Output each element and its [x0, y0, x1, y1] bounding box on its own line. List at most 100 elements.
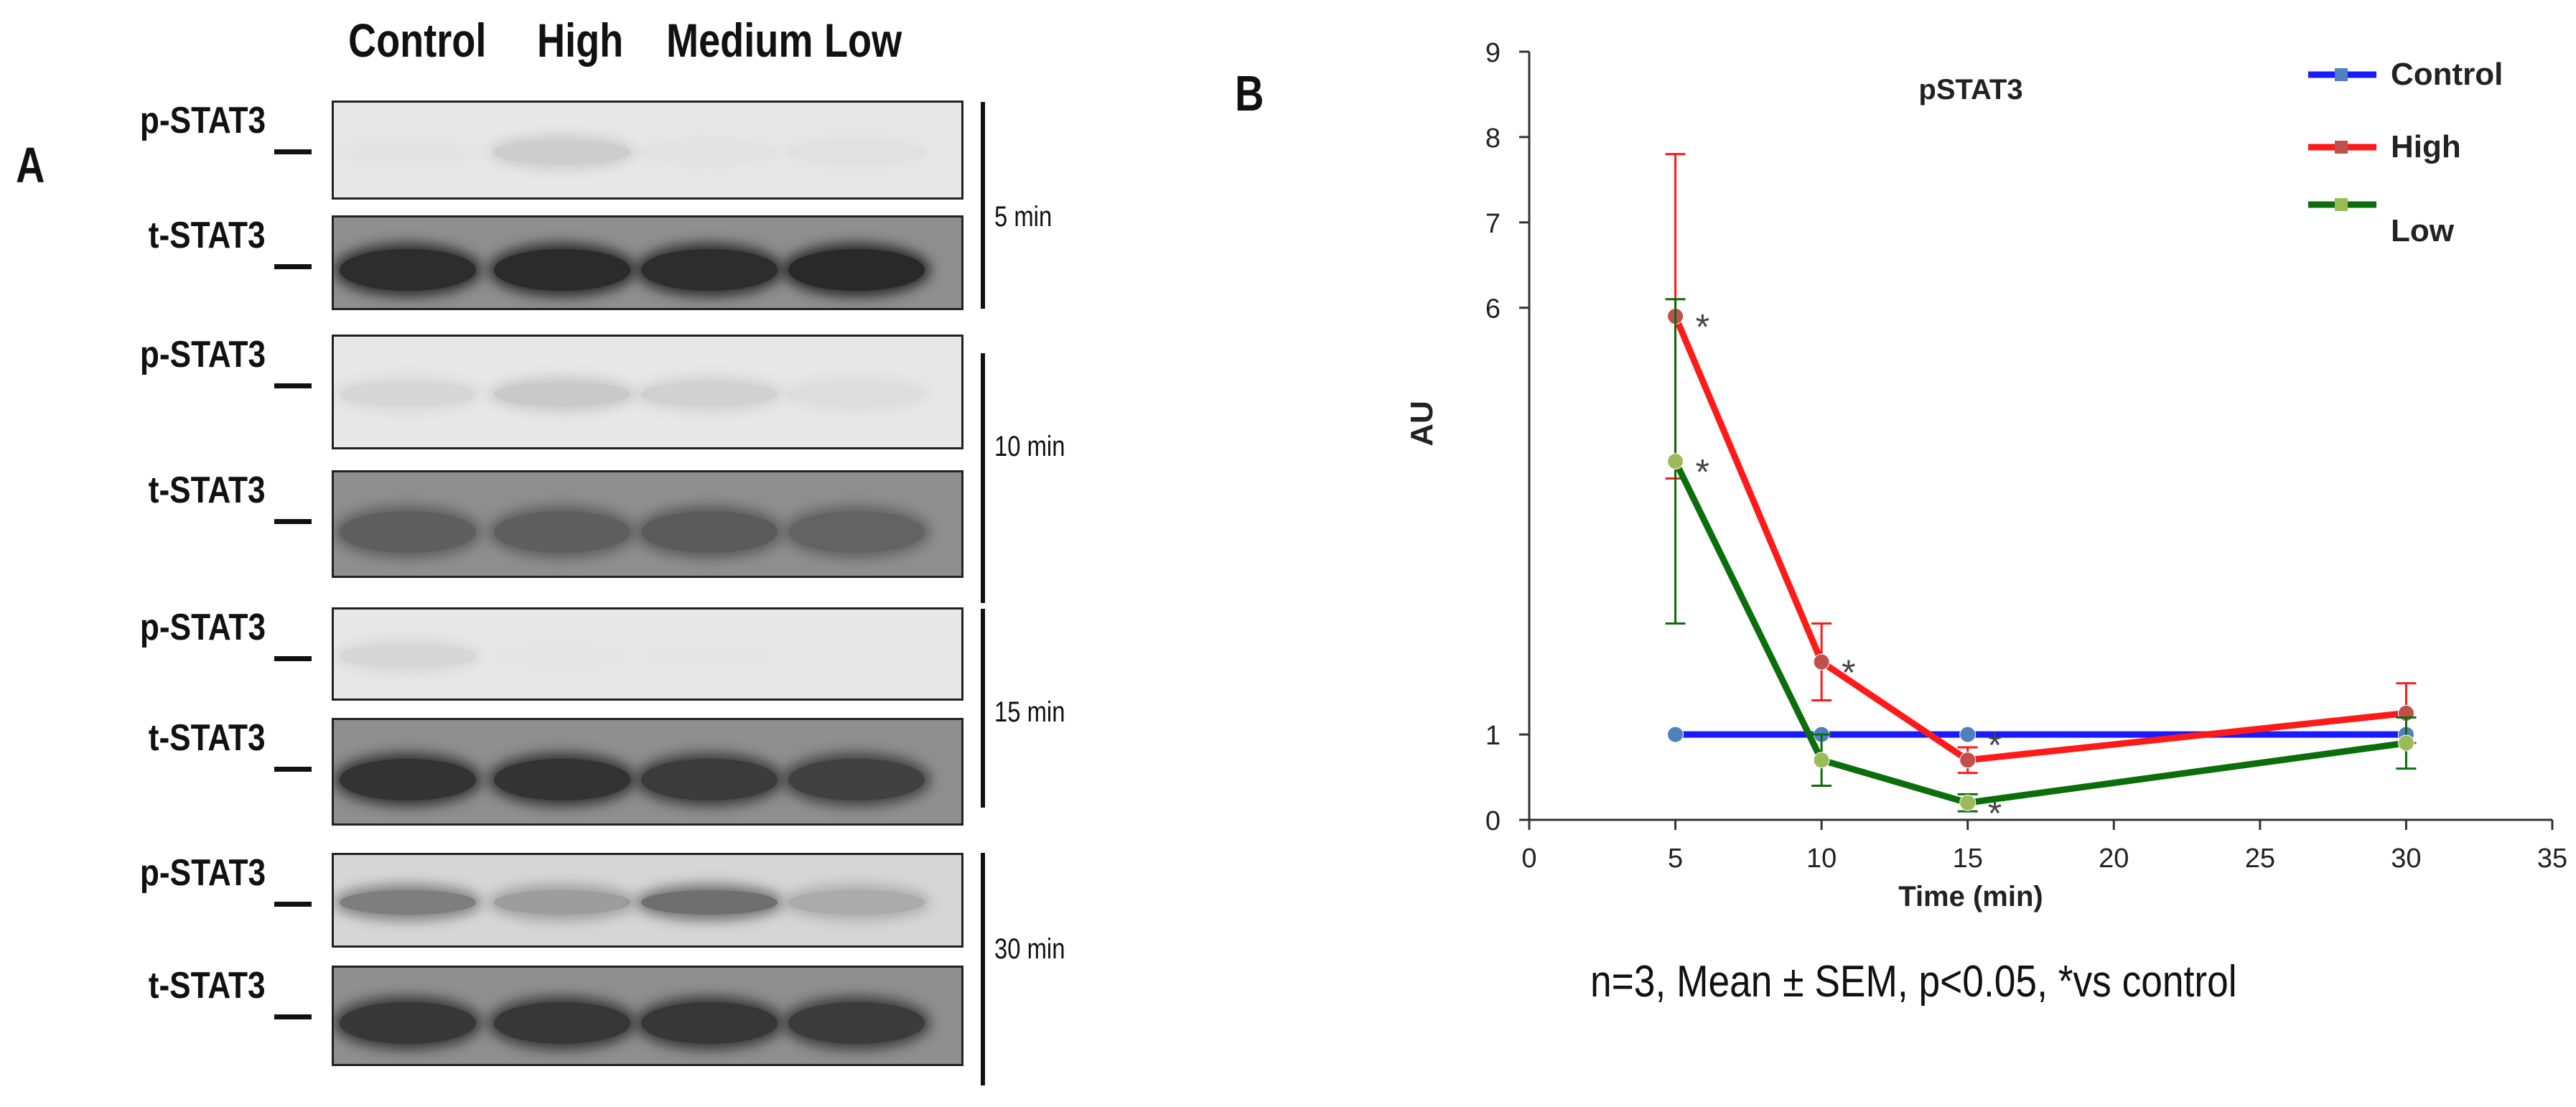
protein-band [494, 140, 630, 164]
blot-strip [332, 966, 963, 1066]
significance-star: * [1988, 793, 2002, 833]
x-axis-label: Time (min) [1898, 881, 2043, 912]
row-marker-tick [274, 149, 312, 154]
x-tick-label: 5 [1668, 844, 1683, 874]
protein-band [641, 758, 778, 800]
blot-row-label: t-STAT3 [149, 470, 266, 511]
blot-strip [332, 718, 963, 826]
protein-band [340, 644, 476, 668]
data-point-low [1813, 752, 1830, 769]
x-tick-label: 30 [2391, 844, 2421, 874]
time-group-label: 30 min [994, 933, 1065, 965]
legend-label-high: High [2391, 129, 2461, 164]
protein-band [340, 890, 476, 915]
protein-band [788, 248, 925, 291]
blot-strip [332, 470, 963, 578]
x-tick-label: 35 [2537, 844, 2567, 874]
data-point-low [1959, 794, 1977, 811]
y-tick-label: 1 [1485, 721, 1501, 751]
y-tick-label: 8 [1485, 123, 1501, 154]
time-group-bracket [981, 353, 985, 603]
x-tick-label: 15 [1953, 844, 1983, 874]
protein-band [788, 644, 925, 668]
protein-band [641, 140, 778, 164]
significance-star: * [1696, 452, 1709, 492]
panel-b-letter: B [1235, 65, 1264, 121]
protein-band [494, 382, 630, 406]
lane-header-control: Control [348, 14, 487, 67]
chart-title: pSTAT3 [1918, 74, 2022, 106]
protein-band [494, 510, 630, 553]
legend-label-control: Control [2391, 57, 2503, 92]
data-point-high [1959, 752, 1977, 769]
blot-strip [332, 215, 963, 310]
blot-row-label: p-STAT3 [139, 334, 266, 375]
data-point-high [1813, 653, 1830, 671]
legend-marker-high [2335, 141, 2348, 154]
time-group-bracket [981, 102, 985, 309]
time-group-bracket [981, 609, 985, 808]
blot-row-label: p-STAT3 [139, 607, 266, 648]
protein-band [340, 248, 476, 291]
data-point-control [1667, 726, 1684, 743]
lane-header-high: High [537, 14, 624, 67]
protein-band [494, 644, 630, 668]
y-tick-label: 6 [1485, 294, 1501, 324]
blot-row-label: p-STAT3 [139, 100, 266, 141]
time-group-label: 10 min [994, 431, 1065, 462]
stats-footnote: n=3, Mean ± SEM, p<0.05, *vs control [1590, 957, 2237, 1006]
protein-band [494, 1002, 630, 1044]
protein-band [641, 382, 778, 406]
protein-band [788, 758, 925, 800]
x-tick-label: 25 [2245, 844, 2275, 874]
row-marker-tick [274, 902, 312, 907]
significance-star: * [1842, 653, 1855, 693]
protein-band [641, 510, 778, 553]
blot-row-label: t-STAT3 [149, 965, 266, 1006]
significance-star: * [1696, 307, 1709, 347]
data-point-control [1959, 726, 1977, 743]
row-marker-tick [274, 264, 312, 269]
legend-label-low: Low [2391, 213, 2455, 248]
row-marker-tick [274, 383, 312, 388]
row-marker-tick [274, 767, 312, 772]
protein-band [788, 1002, 925, 1044]
row-marker-tick [274, 1014, 312, 1019]
x-tick-label: 10 [1806, 844, 1837, 874]
panel-a-letter: A [16, 137, 45, 193]
series-line-low [1672, 459, 2407, 806]
lane-header-low: Low [824, 14, 902, 67]
protein-band [641, 890, 778, 915]
blot-strip [332, 101, 963, 200]
row-marker-tick [274, 519, 312, 524]
y-tick-label: 9 [1485, 38, 1501, 68]
time-group-label: 15 min [994, 696, 1065, 728]
legend-marker-low [2335, 198, 2348, 211]
protein-band [340, 382, 476, 406]
time-group-bracket [981, 853, 985, 1085]
blot-strip [332, 853, 963, 948]
protein-band [494, 248, 630, 291]
legend-marker-control [2335, 68, 2348, 81]
y-axis-label: AU [1404, 401, 1439, 447]
x-tick-label: 0 [1521, 844, 1536, 874]
blot-row-label: t-STAT3 [149, 215, 266, 256]
protein-band [788, 510, 925, 553]
protein-band [788, 382, 925, 406]
protein-band [788, 890, 925, 915]
time-group-label: 5 min [994, 201, 1053, 233]
protein-band [340, 140, 476, 164]
protein-band [340, 758, 476, 800]
protein-band [494, 758, 630, 800]
blot-strip [332, 335, 963, 449]
data-point-low [1667, 453, 1684, 470]
x-tick-label: 20 [2099, 844, 2129, 874]
data-point-low [2397, 734, 2414, 752]
lane-header-medium: Medium [666, 14, 813, 67]
protein-band [641, 248, 778, 291]
blot-row-label: p-STAT3 [139, 852, 266, 894]
y-tick-label: 7 [1485, 209, 1501, 239]
protein-band [641, 644, 778, 668]
